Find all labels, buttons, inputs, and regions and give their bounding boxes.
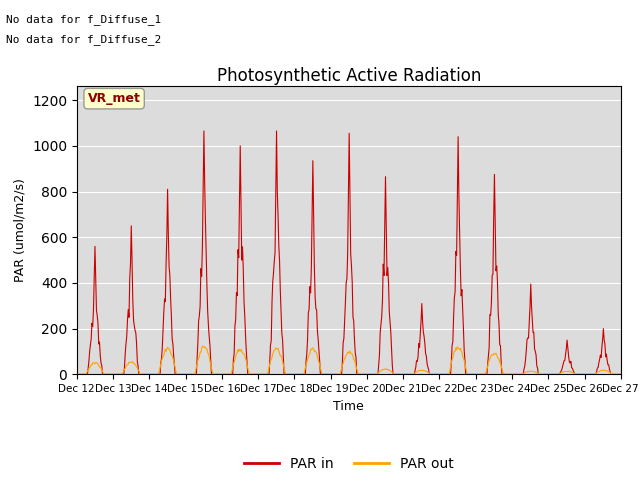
- X-axis label: Time: Time: [333, 400, 364, 413]
- Y-axis label: PAR (umol/m2/s): PAR (umol/m2/s): [13, 179, 26, 282]
- Legend: PAR in, PAR out: PAR in, PAR out: [238, 452, 460, 477]
- Title: Photosynthetic Active Radiation: Photosynthetic Active Radiation: [216, 67, 481, 85]
- Text: VR_met: VR_met: [88, 92, 141, 105]
- Text: No data for f_Diffuse_1: No data for f_Diffuse_1: [6, 14, 162, 25]
- Text: No data for f_Diffuse_2: No data for f_Diffuse_2: [6, 34, 162, 45]
